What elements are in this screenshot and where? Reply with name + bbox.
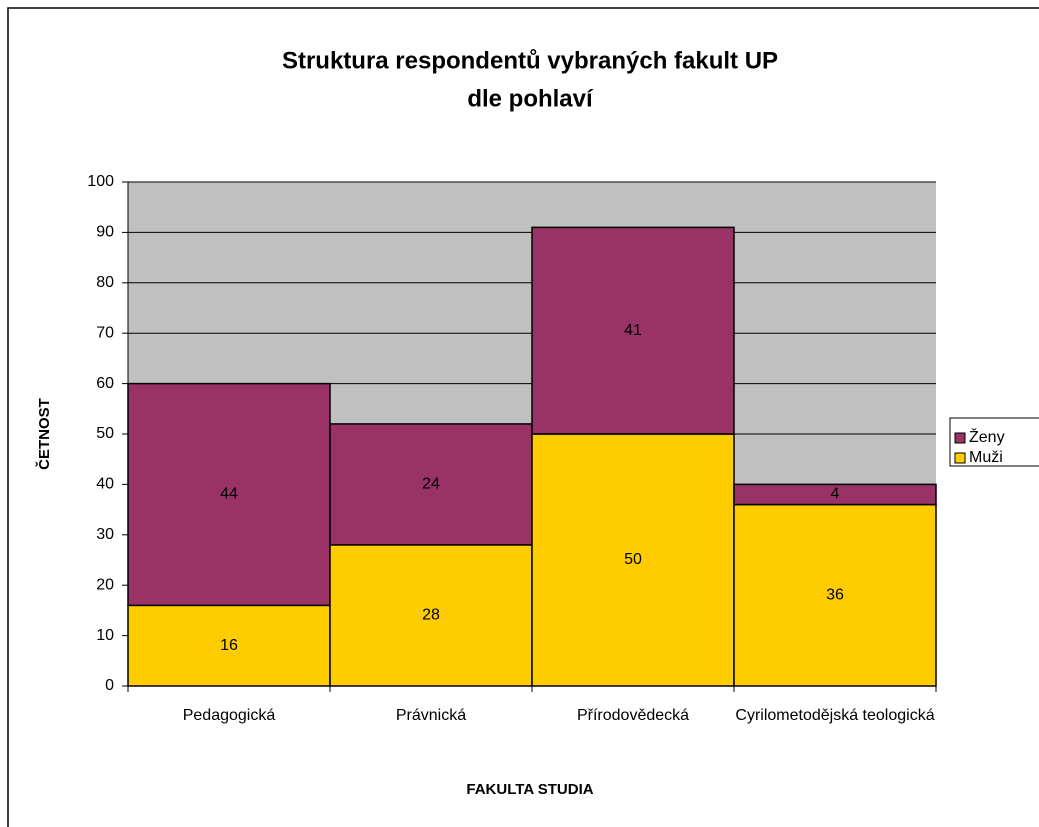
x-axis-title: FAKULTA STUDIA [466,781,593,798]
y-tick-label: 0 [105,677,114,694]
y-tick-label: 60 [96,375,114,392]
bar-segment [531,226,735,435]
x-tick-label: Pedagogická [182,707,276,724]
y-tick-label: 90 [96,224,114,241]
x-tick-label-box: Přírodovědecká [576,707,690,724]
x-tick-label-box: Právnická [395,707,467,724]
data-label: 4 [831,486,840,503]
x-tick-label-box: Cyrilometodějská teologická [735,707,935,724]
y-tick-label: 80 [96,274,114,291]
chart-border [7,7,1039,827]
y-tick-label: 40 [96,476,114,493]
data-label: 24 [422,476,440,493]
chart-title: dle pohlaví [467,85,594,112]
y-tick-label: 30 [96,526,114,543]
bar-segment [733,503,937,687]
y-tick-label: 10 [96,627,114,644]
legend-label: Ženy [969,427,1005,446]
y-tick-label: 100 [87,173,114,190]
chart-title: Struktura respondentů vybraných fakult U… [282,47,778,74]
y-tick-label: 50 [96,425,114,442]
data-label: 41 [624,322,642,339]
x-tick-label-box: Pedagogická [182,707,276,724]
y-tick-label: 70 [96,324,114,341]
legend-swatch [954,452,966,464]
y-axis-title: ČETNOST [35,398,53,470]
y-tick-label: 20 [96,576,114,593]
legend-swatch [954,432,966,444]
x-tick-label: Cyrilometodějská teologická [735,707,935,724]
data-label: 36 [826,586,844,603]
bar-segment [733,483,937,506]
bar-segment [127,382,331,607]
x-tick-label: Právnická [395,707,467,724]
bar-segment [329,423,533,546]
data-label: 50 [624,551,642,568]
data-label: 16 [220,637,238,654]
x-tick-label: Přírodovědecká [576,707,690,724]
data-label: 44 [220,486,238,503]
legend-label: Muži [969,449,1003,466]
data-label: 28 [422,607,440,624]
